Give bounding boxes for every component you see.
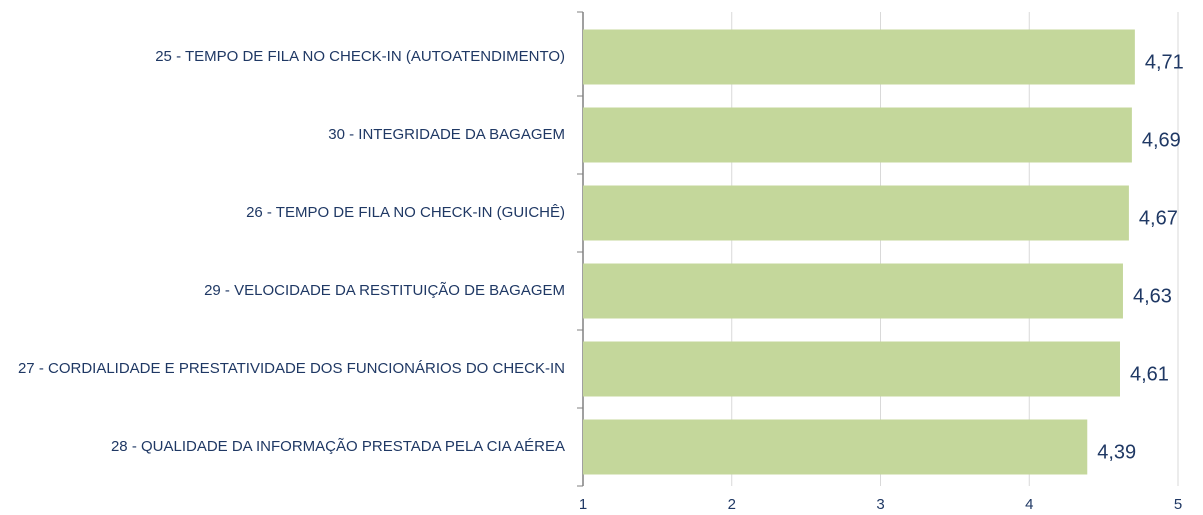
category-text: 25 - TEMPO DE FILA NO CHECK-IN (AUTOATEN… [155,48,565,65]
x-tick-label: 3 [876,496,884,513]
value-label: 4,39 [1097,441,1136,463]
x-tick-label: 1 [579,496,587,513]
y-tick-label: 30 - INTEGRIDADE DA BAGAGEM [5,96,565,174]
bar [583,29,1135,85]
x-tick-label: 5 [1174,496,1182,513]
value-label: 4,63 [1133,285,1172,307]
bar [583,419,1088,475]
x-tick-label: 4 [1025,496,1033,513]
bar [583,107,1132,163]
value-label: 4,61 [1130,363,1169,385]
value-label: 4,71 [1145,51,1184,73]
bar [583,185,1129,241]
bar [583,263,1123,319]
value-label: 4,67 [1139,207,1178,229]
category-text: 30 - INTEGRIDADE DA BAGAGEM [328,126,565,143]
bar [583,341,1120,397]
value-label: 4,69 [1142,129,1181,151]
x-tick-label: 2 [728,496,736,513]
y-tick-label: 26 - TEMPO DE FILA NO CHECK-IN (GUICHÊ) [5,174,565,252]
category-text: 27 - CORDIALIDADE E PRESTATIVIDADE DOS F… [17,360,565,377]
y-tick-label: 27 - CORDIALIDADE E PRESTATIVIDADE DOS F… [5,330,565,408]
category-text: 26 - TEMPO DE FILA NO CHECK-IN (GUICHÊ) [246,204,565,221]
category-text: 28 - QUALIDADE DA INFORMAÇÃO PRESTADA PE… [110,438,565,455]
y-tick-label: 28 - QUALIDADE DA INFORMAÇÃO PRESTADA PE… [5,408,565,486]
y-tick-label: 29 - VELOCIDADE DA RESTITUIÇÃO DE BAGAGE… [5,252,565,330]
category-text: 29 - VELOCIDADE DA RESTITUIÇÃO DE BAGAGE… [204,282,565,299]
y-tick-label: 25 - TEMPO DE FILA NO CHECK-IN (AUTOATEN… [5,18,565,96]
